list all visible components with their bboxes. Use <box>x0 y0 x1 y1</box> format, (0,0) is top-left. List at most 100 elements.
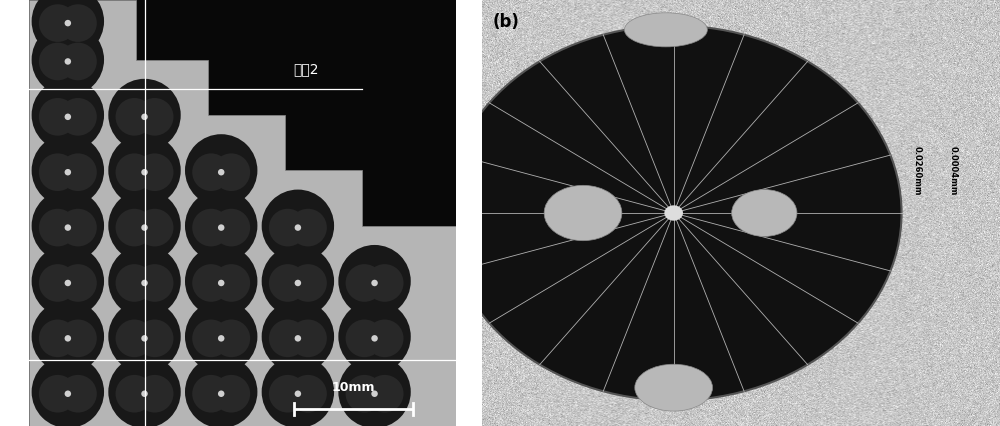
Circle shape <box>108 190 181 262</box>
Circle shape <box>218 280 224 286</box>
Circle shape <box>269 375 307 412</box>
Circle shape <box>185 134 257 207</box>
Circle shape <box>116 209 153 246</box>
Circle shape <box>59 4 97 42</box>
Circle shape <box>39 320 77 357</box>
Circle shape <box>366 375 404 412</box>
Circle shape <box>269 264 307 302</box>
Circle shape <box>366 320 404 357</box>
Circle shape <box>59 43 97 80</box>
Circle shape <box>346 375 383 412</box>
Circle shape <box>213 320 250 357</box>
Circle shape <box>218 169 224 176</box>
Circle shape <box>289 320 327 357</box>
Circle shape <box>371 280 378 286</box>
Circle shape <box>213 264 250 302</box>
Circle shape <box>218 335 224 342</box>
Circle shape <box>108 245 181 317</box>
Circle shape <box>39 98 77 135</box>
Circle shape <box>32 134 104 207</box>
Circle shape <box>65 58 71 65</box>
Circle shape <box>116 98 153 135</box>
Polygon shape <box>30 0 456 426</box>
Circle shape <box>213 375 250 412</box>
Circle shape <box>262 356 334 426</box>
Circle shape <box>39 375 77 412</box>
Circle shape <box>32 23 104 96</box>
Circle shape <box>141 169 148 176</box>
Circle shape <box>136 264 173 302</box>
Circle shape <box>108 356 181 426</box>
Circle shape <box>218 225 224 231</box>
Circle shape <box>338 245 411 317</box>
Circle shape <box>141 114 148 120</box>
Circle shape <box>136 320 173 357</box>
Circle shape <box>136 153 173 191</box>
Text: 0.0260mm: 0.0260mm <box>913 146 922 195</box>
Circle shape <box>185 245 257 317</box>
Circle shape <box>116 375 153 412</box>
Circle shape <box>59 375 97 412</box>
Circle shape <box>141 280 148 286</box>
Ellipse shape <box>635 364 713 411</box>
Circle shape <box>32 190 104 262</box>
Circle shape <box>295 335 301 342</box>
Circle shape <box>346 264 383 302</box>
Circle shape <box>213 153 250 191</box>
Circle shape <box>108 134 181 207</box>
Circle shape <box>269 320 307 357</box>
Text: (a): (a) <box>38 13 64 31</box>
Circle shape <box>39 4 77 42</box>
Text: (b): (b) <box>492 13 519 31</box>
Circle shape <box>185 356 257 426</box>
Circle shape <box>39 153 77 191</box>
Circle shape <box>366 264 404 302</box>
Circle shape <box>289 264 327 302</box>
Circle shape <box>192 209 230 246</box>
Circle shape <box>192 153 230 191</box>
Circle shape <box>136 375 173 412</box>
Circle shape <box>136 98 173 135</box>
Ellipse shape <box>732 190 797 236</box>
Text: 0.0004mm: 0.0004mm <box>949 146 958 195</box>
Circle shape <box>59 98 97 135</box>
Circle shape <box>338 356 411 426</box>
Circle shape <box>59 320 97 357</box>
Circle shape <box>116 320 153 357</box>
Circle shape <box>108 79 181 151</box>
Circle shape <box>295 225 301 231</box>
Text: 10mm: 10mm <box>332 381 375 394</box>
Circle shape <box>185 190 257 262</box>
Circle shape <box>262 190 334 262</box>
Circle shape <box>269 209 307 246</box>
Text: 截线1: 截线1 <box>38 374 64 388</box>
Circle shape <box>338 300 411 373</box>
Circle shape <box>213 209 250 246</box>
Circle shape <box>65 391 71 397</box>
Circle shape <box>39 43 77 80</box>
Circle shape <box>32 245 104 317</box>
Circle shape <box>371 335 378 342</box>
Circle shape <box>59 209 97 246</box>
Circle shape <box>65 280 71 286</box>
Circle shape <box>65 225 71 231</box>
Circle shape <box>192 264 230 302</box>
Ellipse shape <box>624 13 707 47</box>
Circle shape <box>218 391 224 397</box>
Circle shape <box>65 169 71 176</box>
Circle shape <box>136 209 173 246</box>
Circle shape <box>32 0 104 58</box>
Circle shape <box>141 335 148 342</box>
Circle shape <box>185 300 257 373</box>
Circle shape <box>116 153 153 191</box>
Circle shape <box>39 209 77 246</box>
Circle shape <box>65 335 71 342</box>
Circle shape <box>65 114 71 120</box>
Circle shape <box>664 205 683 221</box>
Circle shape <box>32 356 104 426</box>
Text: 截线2: 截线2 <box>294 63 319 77</box>
Circle shape <box>39 264 77 302</box>
Circle shape <box>65 20 71 26</box>
Circle shape <box>32 79 104 151</box>
Circle shape <box>295 280 301 286</box>
